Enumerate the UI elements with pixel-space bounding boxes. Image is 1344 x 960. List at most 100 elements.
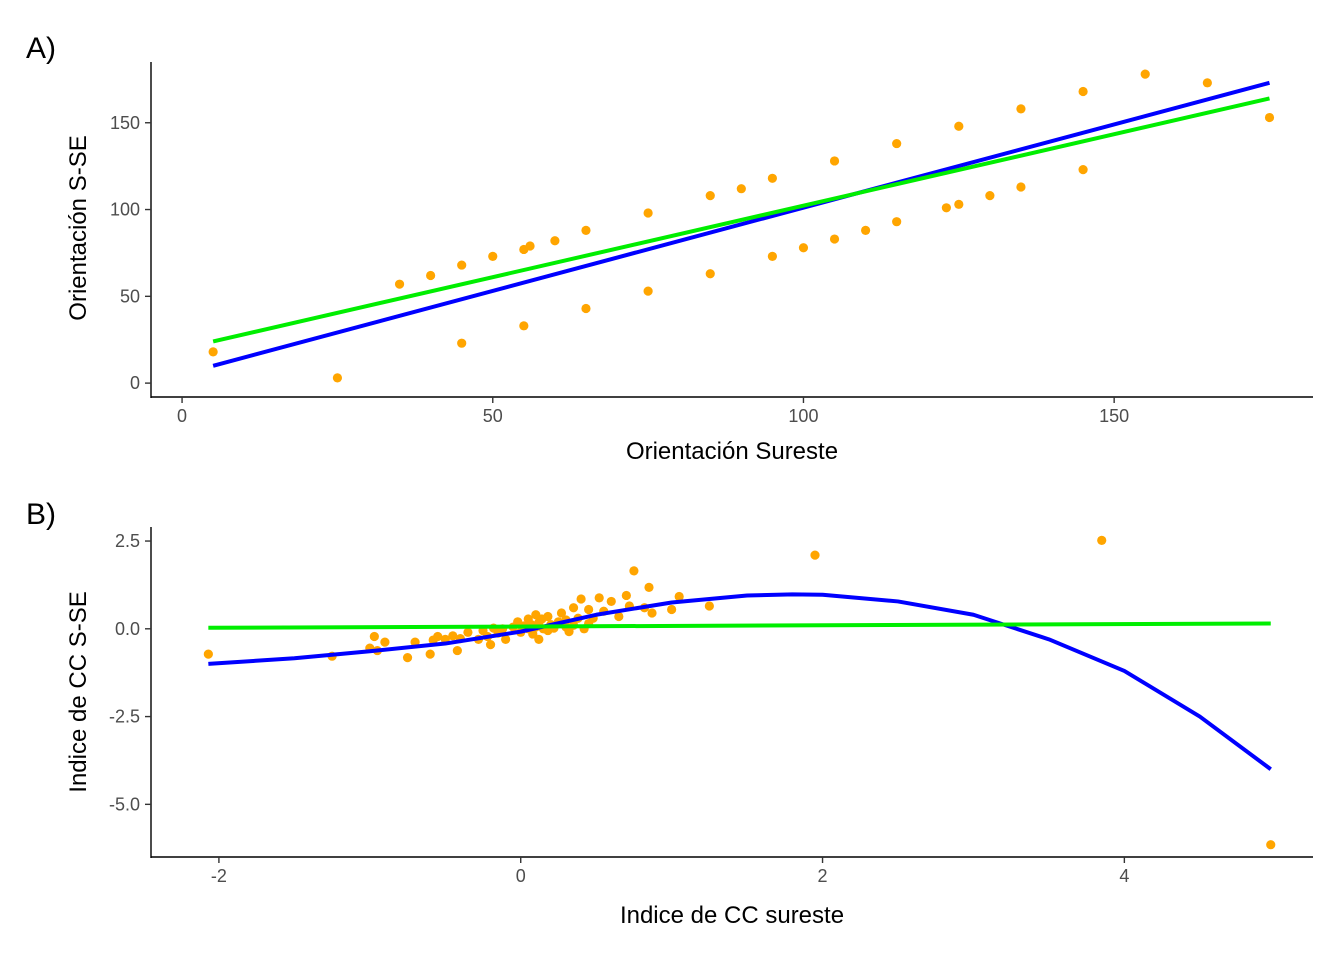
panel-b-point-67 [704, 601, 714, 611]
panel-b-point-66 [674, 591, 684, 602]
panel-b-point-12 [448, 631, 458, 641]
panel-b-marks [203, 535, 1276, 850]
panel-b-point-53 [584, 604, 594, 615]
panel-a-point-17 [736, 184, 746, 194]
panel-a-point-0 [208, 347, 218, 357]
panel-a-point-22 [829, 156, 840, 166]
panel-a-y-axis-title: Orientación S-SE [65, 135, 92, 320]
panel-b-point-61 [629, 566, 639, 576]
panel-b-y-tick-label-1: 0.0 [115, 619, 140, 639]
panel-a-x-tick-label-1: 50 [483, 406, 503, 426]
panel-b-point-59 [621, 590, 631, 601]
panel-a-y-tick-label-3: 150 [110, 113, 140, 133]
panel-b-point-19 [485, 640, 496, 650]
panel-a-point-25 [892, 138, 902, 149]
panel-a-point-11 [581, 303, 591, 314]
panel-a-point-2 [394, 279, 405, 289]
panel-a-point-31 [1016, 104, 1026, 114]
panel-a-point-5 [457, 260, 467, 270]
panel-a-point-12 [581, 225, 591, 235]
panel-b: B) -2 0 2 4 2.5 0.0 -2.5 -5.0 Indice de CC sure… [26, 498, 1313, 929]
panel-b-x-tick-label-0: -2 [211, 866, 227, 886]
panel-b-point-65 [667, 604, 677, 615]
panel-a-point-13 [643, 286, 653, 296]
panel-b-point-63 [644, 582, 654, 592]
panel-b-fit-line-green [208, 621, 1271, 630]
panel-b-point-15 [463, 627, 473, 637]
panel-b-tag: B) [26, 498, 56, 531]
panel-b-axes: -2 0 2 4 2.5 0.0 -2.5 -5.0 [109, 527, 1313, 886]
panel-b-point-31 [528, 629, 538, 639]
panel-a-point-30 [1016, 182, 1026, 192]
panel-a-point-6 [488, 251, 498, 261]
panel-b-point-69 [1097, 535, 1107, 545]
panel-b-point-38 [543, 611, 553, 622]
panel-b-point-55 [594, 593, 604, 603]
panel-a-point-18 [767, 251, 777, 261]
panel-b-point-13 [452, 645, 462, 656]
panel-b-y-tick-label-0: 2.5 [115, 531, 140, 551]
panel-a-point-21 [829, 234, 840, 244]
panel-b-y-tick-label-2: -2.5 [109, 707, 140, 727]
panel-a-point-20 [798, 243, 809, 253]
panel-a-fit-line-blue [212, 80, 1271, 368]
panel-a-point-29 [985, 191, 995, 201]
panel-a-point-1 [332, 373, 343, 383]
panel-b-point-57 [606, 596, 616, 607]
panel-a-point-36 [1264, 112, 1275, 123]
panel-b-point-64 [647, 608, 657, 618]
panel-a-tag: A) [26, 32, 56, 65]
panel-a-point-14 [643, 208, 653, 218]
panel-b-point-23 [501, 634, 511, 644]
panel-a-point-35 [1202, 78, 1212, 88]
panel-b-y-tick-label-3: -5.0 [109, 794, 140, 814]
panel-a-x-tick-label-2: 100 [788, 406, 818, 426]
panel-a-point-26 [941, 203, 951, 213]
panel-a-point-19 [767, 173, 777, 183]
panel-a-point-27 [954, 199, 964, 209]
panel-b-point-43 [556, 608, 567, 618]
panel-b-point-47 [568, 603, 579, 613]
panel-a-point-23 [861, 225, 871, 235]
panel-a-point-4 [457, 338, 467, 348]
panel-b-point-5 [380, 637, 390, 647]
panel-a-point-33 [1078, 86, 1088, 97]
panel-b-point-8 [425, 649, 435, 659]
panel-a-point-9 [525, 241, 535, 251]
panel-b-x-tick-label-2: 2 [818, 866, 828, 886]
panel-b-fit-line-blue [208, 592, 1272, 771]
panel-b-point-0 [203, 649, 213, 659]
panel-a-point-3 [426, 270, 436, 281]
panel-b-point-10 [433, 631, 443, 642]
panel-b-point-58 [614, 611, 624, 622]
panel-a-point-7 [519, 321, 529, 331]
panel-a-point-28 [954, 121, 964, 131]
panel-a-point-10 [550, 236, 560, 246]
panel-b-y-axis-title: Indice de CC S-SE [65, 591, 92, 792]
panel-a-fit-line-green [212, 96, 1270, 344]
panel-b-point-3 [369, 631, 379, 642]
panel-b-x-tick-label-1: 0 [516, 866, 526, 886]
panel-b-point-68 [810, 550, 820, 560]
panel-a-y-tick-label-1: 50 [120, 286, 140, 306]
panel-a-point-34 [1140, 69, 1150, 79]
panel-a-x-tick-label-3: 150 [1099, 406, 1129, 426]
panel-a-x-tick-label-0: 0 [177, 406, 187, 426]
panel-a-point-24 [892, 217, 902, 227]
panel-b-point-50 [576, 594, 586, 604]
panel-a-point-15 [705, 269, 715, 279]
panel-a-axes: 0 50 100 150 0 50 100 150 [110, 62, 1313, 426]
panel-b-x-tick-label-3: 4 [1119, 866, 1129, 886]
panel-a-point-32 [1078, 165, 1088, 175]
panel-a-marks [208, 69, 1275, 383]
panel-b-point-70 [1266, 840, 1276, 850]
panel-a-x-axis-title: Orientación Sureste [626, 438, 838, 465]
panel-b-point-34 [534, 634, 544, 644]
panel-b-point-6 [402, 653, 413, 663]
panel-a-y-tick-label-2: 100 [110, 200, 140, 220]
panel-b-x-axis-title: Indice de CC sureste [620, 902, 844, 929]
panel-a: A) 0 50 100 150 0 50 100 150 Orientación Surest… [26, 32, 1313, 465]
panel-a-point-16 [705, 191, 715, 201]
panel-a-y-tick-label-0: 0 [130, 373, 140, 393]
